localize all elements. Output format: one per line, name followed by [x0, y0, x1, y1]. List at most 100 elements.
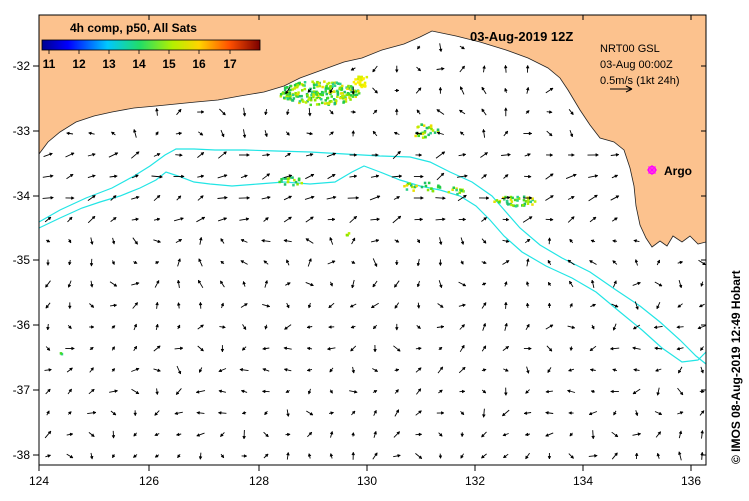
sst-pixel [313, 84, 316, 87]
sst-pixel [425, 185, 428, 188]
x-tick-label: 124 [29, 474, 49, 488]
sst-pixel [291, 176, 294, 179]
sst-pixel [299, 100, 302, 103]
sst-pixel [342, 97, 345, 100]
y-tick-label: -37 [13, 383, 31, 397]
sst-pixel [283, 97, 286, 100]
sst-pixel [313, 87, 316, 90]
sst-pixel [448, 191, 451, 194]
sst-pixel [456, 193, 459, 196]
sst-pixel [523, 199, 526, 202]
sst-pixel [305, 101, 308, 104]
sst-pixel [422, 133, 425, 136]
sst-pixel [516, 199, 519, 202]
sst-pixel [295, 181, 298, 184]
sst-pixel [297, 93, 300, 96]
sst-pixel [352, 95, 355, 98]
sst-pixel [412, 189, 415, 192]
sst-pixel [286, 97, 289, 100]
sst-pixel [347, 85, 350, 88]
sst-pixel [311, 81, 314, 84]
sst-pixel [292, 88, 295, 91]
sst-pixel [321, 102, 324, 105]
sst-pixel [364, 85, 367, 88]
sst-pixel [434, 131, 437, 134]
sst-pixel [427, 134, 430, 137]
sst-pixel [437, 129, 440, 132]
sst-pixel [328, 102, 331, 105]
sst-pixel [415, 185, 418, 188]
sst-pixel [315, 84, 318, 87]
sst-pixel [350, 85, 353, 88]
sst-pixel [341, 92, 344, 95]
sst-pixel [304, 88, 307, 91]
sst-pixel [289, 95, 292, 98]
sst-pixel [316, 93, 319, 96]
sst-pixel [336, 96, 339, 99]
sst-pixel [345, 98, 348, 101]
current-info-line-3: 0.5m/s (1kt 24h) [600, 75, 679, 87]
sst-pixel [321, 86, 324, 89]
legend-title: 4h comp, p50, All Sats [70, 21, 197, 35]
sst-pixel [334, 85, 337, 88]
sst-pixel [292, 184, 295, 187]
sst-pixel [522, 204, 525, 207]
sst-pixel [496, 199, 499, 202]
sst-pixel [339, 87, 342, 90]
sst-pixel [320, 98, 323, 101]
sst-pixel [287, 180, 290, 183]
sst-pixel [60, 352, 63, 355]
sst-pixel [460, 189, 463, 192]
argo-label: Argo [664, 164, 692, 178]
sst-pixel [493, 201, 496, 204]
sst-pixel [327, 97, 330, 100]
sst-pixel [506, 202, 509, 205]
sst-pixel [422, 136, 425, 139]
sst-pixel [298, 179, 301, 182]
sst-pixel [346, 88, 349, 91]
sst-pixel [301, 182, 304, 185]
sst-pixel [280, 178, 283, 181]
current-info-line-2: 03-Aug 00:00Z [600, 59, 673, 71]
sst-pixel [534, 200, 537, 203]
x-tick-label: 134 [573, 474, 593, 488]
sst-pixel [296, 86, 299, 89]
sst-pixel [357, 78, 360, 81]
x-tick-label: 136 [681, 474, 701, 488]
sst-pixel [341, 95, 344, 98]
sst-pixel [342, 101, 345, 104]
y-tick-label: -33 [13, 124, 31, 138]
colorbar-tick-label: 13 [102, 57, 116, 71]
sst-pixel [348, 93, 351, 96]
colorbar [42, 40, 260, 50]
sst-pixel [421, 186, 424, 189]
sst-pixel [307, 99, 310, 102]
sst-pixel [455, 189, 458, 192]
sst-pixel [278, 181, 281, 184]
sst-pixel [430, 125, 433, 128]
sst-pixel [326, 93, 329, 96]
y-tick-label: -38 [13, 448, 31, 462]
sst-pixel [302, 100, 305, 103]
sst-pixel [337, 91, 340, 94]
sst-pixel [324, 102, 327, 105]
x-tick-label: 132 [465, 474, 485, 488]
sst-pixel [359, 76, 362, 79]
sst-pixel [515, 205, 518, 208]
sst-pixel [289, 85, 292, 88]
sst-pixel [516, 196, 519, 199]
credit-text: © IMOS 08-Aug-2019 12:49 Hobart [729, 270, 743, 464]
sst-pixel [525, 200, 528, 203]
sst-pixel [414, 135, 417, 138]
y-tick-label: -36 [13, 318, 31, 332]
sst-pixel [325, 87, 328, 90]
sst-pixel [437, 185, 440, 188]
sst-pixel [334, 102, 337, 105]
sst-pixel [406, 188, 409, 191]
sst-pixel [530, 201, 533, 204]
current-info-line-1: NRT00 GSL [600, 43, 660, 55]
sst-pixel [348, 232, 351, 235]
sst-pixel [292, 94, 295, 97]
sst-pixel [312, 93, 315, 96]
